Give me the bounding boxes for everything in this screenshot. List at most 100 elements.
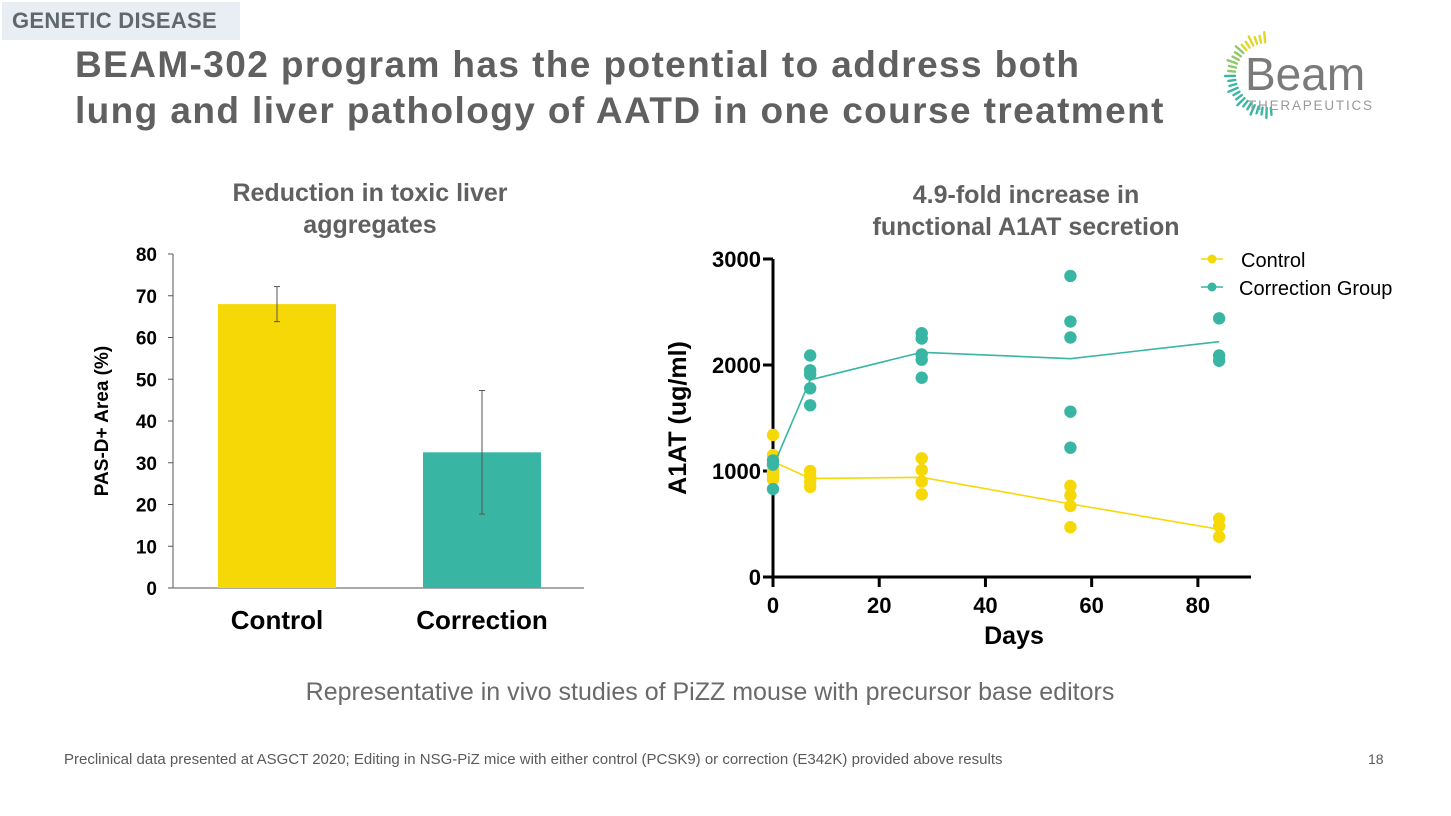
- bar-y-tick-label: 0: [146, 579, 157, 600]
- scatter-x-tick-label: 0: [767, 593, 779, 618]
- bar-chart-title: Reduction in toxic liver aggregates: [170, 177, 570, 241]
- data-point-correction-group: [915, 371, 928, 384]
- legend-label-control: Control: [1241, 250, 1305, 272]
- scatter-x-tick-label: 60: [1079, 593, 1103, 618]
- page-title: BEAM-302 program has the potential to ad…: [75, 42, 1195, 134]
- section-tag: GENETIC DISEASE: [2, 2, 240, 40]
- data-point-control: [1212, 530, 1226, 543]
- scatter-y-tick-label: 0: [749, 565, 761, 590]
- sunburst-ray: [1227, 69, 1237, 73]
- sunburst-ray: [1236, 96, 1246, 107]
- title-line-1: BEAM-302 program has the potential to ad…: [75, 44, 1081, 85]
- sunburst-ray: [1233, 51, 1243, 58]
- data-point-correction-group: [803, 368, 817, 381]
- sunburst-ray: [1228, 82, 1238, 88]
- data-point-control: [915, 475, 928, 488]
- data-point-control: [1064, 520, 1077, 534]
- data-point-control: [1212, 519, 1226, 533]
- data-point-correction-group: [915, 353, 928, 366]
- sunburst-ray: [1226, 58, 1239, 65]
- data-point-control: [803, 480, 817, 494]
- scatter-y-tick-label: 3000: [712, 247, 761, 272]
- sunburst-ray: [1227, 86, 1239, 94]
- data-point-correction-group: [1212, 312, 1226, 325]
- bar-y-tick-label: 50: [136, 370, 157, 391]
- sunburst-ray: [1263, 30, 1267, 44]
- bar-y-tick-label: 30: [136, 454, 157, 475]
- scatter-chart-title-line1: 4.9-fold increase in: [912, 181, 1140, 209]
- sunburst-ray: [1227, 64, 1238, 69]
- logo-sub: THERAPEUTICS: [1248, 98, 1374, 113]
- bar-y-tick-label: 10: [136, 537, 157, 558]
- sunburst-ray: [1242, 99, 1249, 108]
- data-point-correction-group: [1064, 405, 1077, 418]
- data-point-correction-group: [1064, 315, 1077, 328]
- bar-chart-title-line2: aggregates: [303, 211, 437, 239]
- sunburst-ray: [1255, 105, 1260, 115]
- sunburst-ray: [1232, 90, 1241, 97]
- sunburst-ray: [1246, 102, 1253, 111]
- bar-y-tick-label: 70: [136, 287, 157, 308]
- bar-y-tick-label: 80: [136, 245, 157, 266]
- page-number: 18: [1368, 751, 1384, 767]
- title-line-2: lung and liver pathology of AATD in one …: [75, 90, 1165, 131]
- data-point-control: [766, 473, 780, 486]
- scatter-x-tick-label: 20: [867, 593, 891, 618]
- sunburst-ray: [1247, 35, 1255, 47]
- legend-marker-correction-group: [1207, 282, 1217, 292]
- bar-chart: 0 10 20 30 40 50 60 70 80 PAS-D+ Area (%) Control C…: [92, 245, 584, 635]
- bar-y-tick-label: 40: [136, 412, 157, 433]
- sunburst-ray: [1227, 78, 1237, 83]
- scatter-x-tick-label: 80: [1186, 593, 1210, 618]
- data-point-correction-group: [803, 349, 817, 362]
- series-line-control: [772, 460, 1220, 531]
- sunburst-ray: [1231, 55, 1240, 62]
- data-point-correction-group: [1212, 354, 1226, 367]
- data-point-control: [1064, 499, 1077, 513]
- data-point-correction-group: [803, 382, 817, 395]
- bar-control: [218, 304, 336, 588]
- data-point-correction-group: [766, 482, 780, 496]
- legend-label-correction-group: Correction Group: [1239, 278, 1392, 300]
- footnote: Preclinical data presented at ASGCT 2020…: [64, 751, 1003, 768]
- bar-category-label: Correction: [416, 605, 547, 635]
- sunburst-ray: [1240, 43, 1248, 52]
- sunburst-ray: [1258, 34, 1263, 44]
- bar-y-axis-label: PAS-D+ Area (%): [92, 346, 113, 496]
- sunburst-ray: [1249, 103, 1256, 116]
- sunburst-icon: [1223, 30, 1273, 120]
- slide-subtitle: Representative in vivo studies of PiZZ m…: [305, 678, 1115, 706]
- data-point-control: [1064, 479, 1077, 493]
- bar-y-tick-label: 20: [136, 496, 157, 517]
- scatter-chart: 0 1000 2000 3000 0 20 40 60 80 Days A1AT (ug/ml) Co…: [664, 247, 1392, 650]
- sunburst-ray: [1235, 93, 1243, 101]
- bar-category-label: Control: [231, 605, 323, 635]
- data-point-correction-group: [1064, 269, 1077, 283]
- beam-logo: Beam THERAPEUTICS: [1223, 30, 1374, 120]
- bar-y-tick-label: 60: [136, 329, 157, 350]
- logo-name: Beam: [1245, 48, 1365, 100]
- data-point-correction-group: [915, 332, 928, 345]
- sunburst-ray: [1260, 106, 1264, 116]
- data-point-correction-group: [1064, 331, 1077, 344]
- bar-chart-title-line1: Reduction in toxic liver: [232, 179, 508, 207]
- data-point-control: [766, 428, 780, 442]
- legend-marker-control: [1207, 254, 1217, 264]
- sunburst-ray: [1269, 106, 1273, 117]
- series-line-correction-group: [772, 340, 1220, 468]
- data-point-control: [915, 452, 928, 465]
- sunburst-ray: [1234, 45, 1245, 55]
- sunburst-ray: [1253, 36, 1259, 46]
- sunburst-ray: [1244, 40, 1251, 49]
- data-point-correction-group: [803, 399, 817, 412]
- data-point-correction-group: [1064, 441, 1077, 454]
- data-point-control: [1064, 489, 1077, 502]
- scatter-x-axis-label: Days: [984, 622, 1044, 650]
- scatter-chart-title-line2: functional A1AT secretion: [872, 213, 1180, 241]
- data-point-control: [915, 488, 928, 501]
- scatter-y-axis-label: A1AT (ug/ml): [664, 341, 692, 495]
- scatter-y-tick-label: 1000: [712, 459, 761, 484]
- scatter-y-tick-label: 2000: [712, 353, 761, 378]
- scatter-x-tick-label: 40: [973, 593, 997, 618]
- data-point-correction-group: [766, 458, 780, 471]
